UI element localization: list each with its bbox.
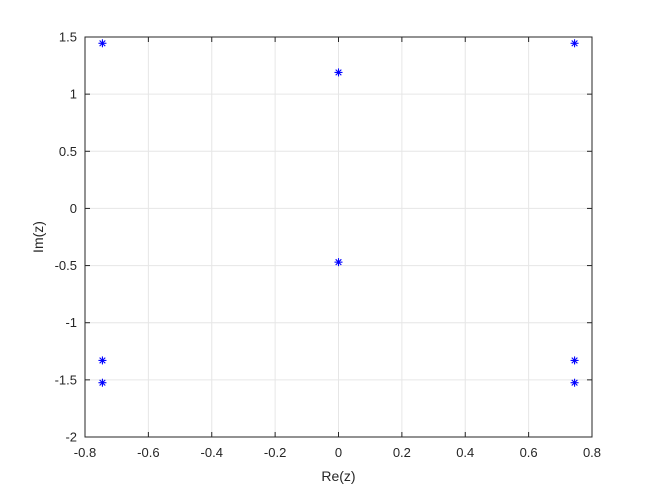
y-tick-label: 1.5 — [59, 30, 77, 45]
y-axis-label: Im(z) — [30, 221, 46, 253]
x-tick-label: 0 — [335, 445, 342, 460]
data-point — [570, 39, 579, 48]
data-point — [334, 68, 343, 77]
data-point — [98, 356, 107, 365]
x-axis-label: Re(z) — [321, 468, 355, 484]
x-tick-label: 0.4 — [456, 445, 474, 460]
x-tick-label: -0.4 — [201, 445, 223, 460]
data-point — [570, 356, 579, 365]
data-points — [98, 39, 579, 387]
x-tick-label: 0.6 — [520, 445, 538, 460]
data-point — [98, 378, 107, 387]
y-tick-label: 0.5 — [59, 144, 77, 159]
x-tick-label: 0.2 — [393, 445, 411, 460]
ticks: -0.8 -0.6 -0.4 -0.2 0 0.2 0.4 0.6 0.8 -2 -1.5 -1 -0.… — [55, 30, 601, 461]
y-tick-label: 1 — [70, 87, 77, 102]
y-tick-label: -2 — [65, 430, 77, 445]
x-tick-label: -0.8 — [74, 445, 96, 460]
y-tick-label: -1 — [65, 315, 77, 330]
data-point — [570, 378, 579, 387]
y-tick-label: -1.5 — [55, 372, 77, 387]
y-tick-label: -0.5 — [55, 258, 77, 273]
data-point — [334, 258, 343, 267]
x-tick-label: 0.8 — [583, 445, 601, 460]
y-tick-label: 0 — [70, 201, 77, 216]
x-tick-label: -0.2 — [264, 445, 286, 460]
data-point — [98, 39, 107, 48]
x-tick-label: -0.6 — [137, 445, 159, 460]
